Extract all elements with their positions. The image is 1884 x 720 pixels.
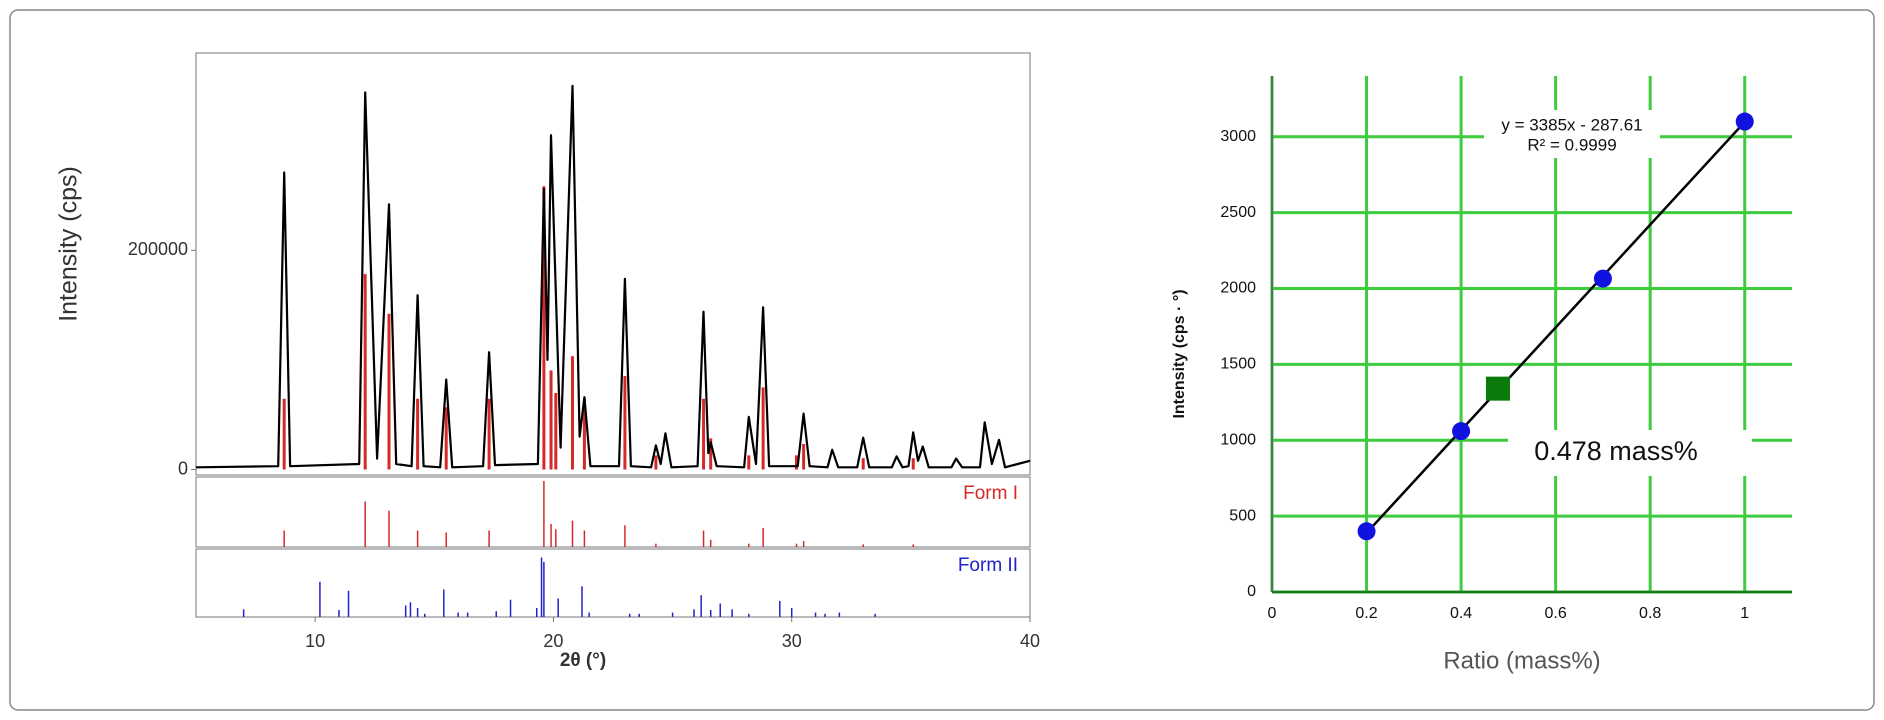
x-tick-label: 1 [1740,605,1749,622]
x-tick-label: 10 [305,631,325,651]
x-tick-label: 0.8 [1639,605,1661,622]
sample-point [1485,376,1510,401]
y-tick-label: 0 [178,458,188,478]
annotation: R² = 0.9999 [1527,135,1616,154]
trendline [1365,121,1746,534]
x-tick-label: 0.6 [1545,605,1567,622]
x-tick-label: 0 [1268,605,1277,622]
y-axis-label: Intensity (cps · °) [1171,289,1188,418]
y-tick-label: 200000 [128,239,188,259]
pattern-line [195,84,1031,469]
x-tick-label: 20 [543,631,563,651]
x-tick-label: 40 [1020,631,1040,651]
y-tick-label: 500 [1229,507,1256,524]
x-axis-label: 2θ (°) [560,650,606,671]
data-point [1452,422,1471,441]
annotation-bg [1508,430,1752,476]
y-tick-label: 3000 [1220,128,1256,145]
data-point [1735,112,1754,131]
y-axis-label: Intensity (cps) [55,166,83,322]
x-axis-label: Ratio (mass%) [1443,647,1600,674]
x-tick-label: 0.4 [1450,605,1472,622]
panel [195,52,1031,476]
y-tick-label: 2000 [1220,280,1256,297]
reference-label: Form II [958,555,1018,576]
y-tick-label: 1500 [1220,356,1256,373]
y-tick-label: 0 [1247,583,1256,600]
frame [9,9,1875,711]
panel [195,476,1031,548]
data-point [1593,269,1612,288]
panel [195,548,1031,618]
x-tick-label: 0.2 [1355,605,1377,622]
x-tick-label: 30 [782,631,802,651]
y-tick-label: 2500 [1220,204,1256,221]
y-tick-label: 1000 [1220,431,1256,448]
annotation: y = 3385x - 287.61 [1501,115,1642,134]
annotation-bg [1484,110,1660,158]
sample-label: 0.478 mass% [1534,436,1698,466]
reference-label: Form I [963,483,1018,504]
data-point [1357,522,1376,541]
